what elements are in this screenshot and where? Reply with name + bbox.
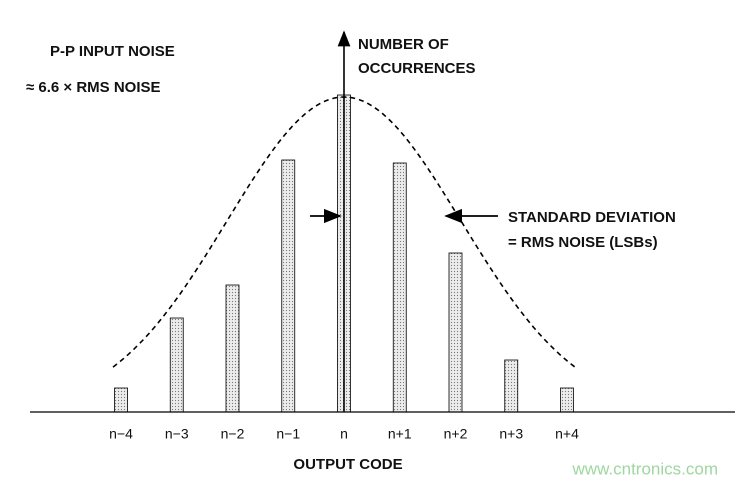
x-tick-label: n+3 — [499, 426, 523, 442]
x-tick-label: n+2 — [444, 426, 468, 442]
x-tick-label: n+4 — [555, 426, 579, 442]
bar — [392, 162, 407, 413]
bar — [225, 284, 240, 413]
annotation: = RMS NOISE (LSBs) — [508, 234, 658, 251]
x-tick-label: n+1 — [388, 426, 412, 442]
bar — [560, 387, 574, 413]
annotation: P-P INPUT NOISE — [50, 43, 175, 60]
bar — [448, 252, 463, 413]
bar — [281, 159, 296, 413]
x-tick-label: n−2 — [221, 426, 245, 442]
annotation: ≈ 6.6 × RMS NOISE — [26, 79, 161, 96]
x-axis-title: OUTPUT CODE — [293, 456, 402, 473]
annotation: OCCURRENCES — [358, 60, 476, 77]
x-tick-label: n — [340, 426, 348, 442]
x-tick-label: n−3 — [165, 426, 189, 442]
x-tick-label: n−1 — [276, 426, 300, 442]
annotation: STANDARD DEVIATION — [508, 209, 676, 226]
bar — [114, 387, 128, 413]
annotation: NUMBER OF — [358, 36, 449, 53]
x-tick-label: n−4 — [109, 426, 133, 442]
bar — [169, 317, 184, 413]
watermark: www.cntronics.com — [572, 459, 718, 478]
bar — [504, 359, 519, 413]
